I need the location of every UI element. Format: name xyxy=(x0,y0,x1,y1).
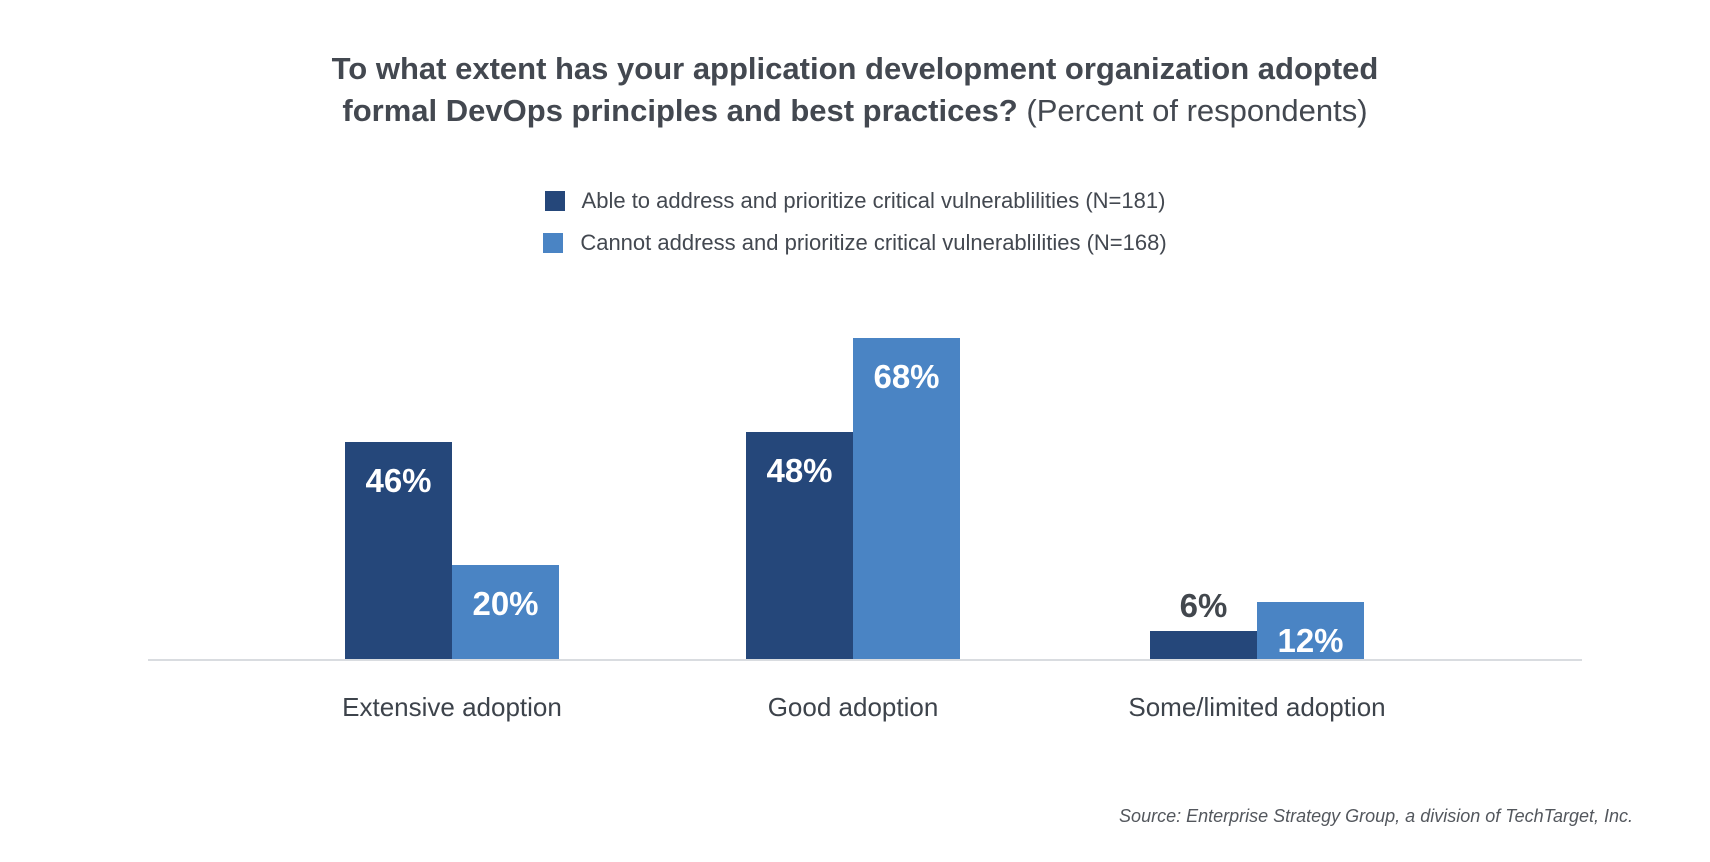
bar-value-label-extensive-adoption-series2: 20% xyxy=(472,585,539,622)
category-label-extensive-adoption: Extensive adoption xyxy=(342,692,562,722)
source-note: Source: Enterprise Strategy Group, a div… xyxy=(1119,806,1633,826)
bar-value-label-extensive-adoption-series1: 46% xyxy=(365,462,432,499)
bar-value-label-good-adoption-series2: 68% xyxy=(873,358,940,395)
bar-extensive-adoption-series2: 20% xyxy=(452,565,559,659)
legend-item-cannot: Cannot address and prioritize critical v… xyxy=(543,230,1167,256)
chart-title-line2: formal DevOps principles and best practi… xyxy=(0,90,1710,132)
chart-title-subtitle: (Percent of respondents) xyxy=(1026,93,1368,128)
chart-title-line1: To what extent has your application deve… xyxy=(331,51,1379,86)
plot-area: 46% 20% 48% 68% 6% 12% Extensive adoption Good… xyxy=(148,280,1582,722)
chart-legend: Able to address and prioritize critical … xyxy=(0,188,1710,256)
chart-title: To what extent has your application deve… xyxy=(0,48,1710,132)
category-label-some-limited-adoption: Some/limited adoption xyxy=(1128,692,1386,722)
bar-extensive-adoption-series1: 46% xyxy=(345,442,452,659)
bar-value-label-some-limited-adoption-series1: 6% xyxy=(1179,587,1228,624)
legend-swatch-dark-blue-icon xyxy=(544,191,565,211)
bar-good-adoption-series2: 68% xyxy=(853,338,960,659)
category-label-good-adoption: Good adoption xyxy=(767,692,939,722)
legend-label-cannot: Cannot address and prioritize critical v… xyxy=(580,230,1167,255)
legend-swatch-light-blue-icon xyxy=(543,233,564,253)
bar-value-label-some-limited-adoption-series2: 12% xyxy=(1277,622,1344,659)
x-axis-line xyxy=(148,659,1582,661)
legend-label-able: Able to address and prioritize critical … xyxy=(581,188,1166,213)
bar-some-limited-adoption-series1 xyxy=(1150,631,1257,659)
legend-item-able: Able to address and prioritize critical … xyxy=(544,188,1166,214)
bar-good-adoption-series1: 48% xyxy=(746,432,853,659)
bar-value-label-good-adoption-series1: 48% xyxy=(766,452,833,489)
bar-some-limited-adoption-series2: 12% xyxy=(1257,602,1364,659)
chart-title-question: formal DevOps principles and best practi… xyxy=(342,93,1018,128)
